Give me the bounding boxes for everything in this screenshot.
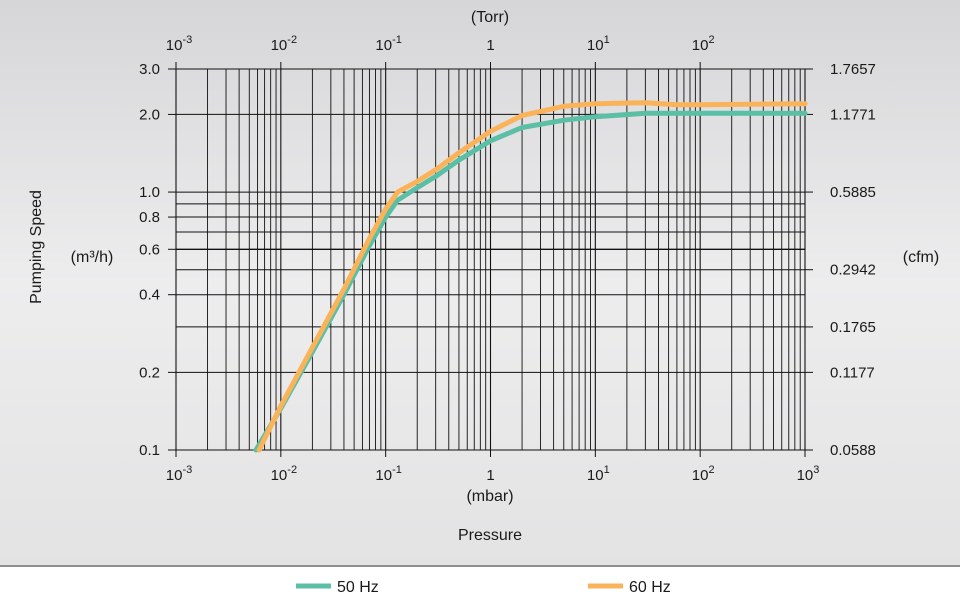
left-tick-label: 0.1	[139, 442, 160, 459]
left-tick-label: 0.4	[139, 287, 160, 304]
right-tick-label: 0.0588	[830, 442, 876, 459]
top-tick-label: 10-3	[166, 34, 192, 54]
right-tick-label: 0.1765	[830, 319, 876, 336]
left-tick-label: 2.0	[139, 106, 160, 123]
right-tick-label: 1.7657	[830, 61, 876, 78]
bottom-tick-label: 103	[797, 464, 820, 484]
legend-background	[0, 566, 960, 604]
left-tick-label: 1.0	[139, 184, 160, 201]
bottom-tick-label: 102	[692, 464, 715, 484]
top-tick-label: 102	[692, 34, 715, 54]
x-axis-title: Pressure	[458, 527, 522, 544]
legend-label: 60 Hz	[629, 579, 671, 596]
right-tick-label: 0.2942	[830, 262, 876, 279]
top-tick-label: 1	[486, 37, 494, 54]
left-tick-label: 0.6	[139, 241, 160, 258]
series-line-60-hz	[256, 100, 808, 453]
bottom-tick-label: 10-1	[375, 464, 401, 484]
right-tick-label: 0.1177	[830, 364, 875, 381]
bottom-tick-label: 10-3	[166, 464, 192, 484]
bottom-tick-label: 1	[486, 467, 494, 484]
top-tick-label: 10-2	[271, 34, 297, 54]
bottom-axis-unit: (mbar)	[466, 488, 513, 505]
left-tick-label: 0.8	[139, 209, 160, 226]
legend: 50 Hz 60 Hz	[296, 579, 671, 596]
tick-labels: 10-3 10-2 10-1 1 101 102 103 10-3 10-2 10-1 1 101 10…	[139, 34, 876, 484]
y-axis-title: Pumping Speed	[28, 190, 45, 304]
top-tick-label: 101	[587, 34, 610, 54]
legend-label: 50 Hz	[337, 579, 379, 596]
bottom-tick-label: 101	[587, 464, 610, 484]
right-tick-label: 1.1771	[830, 106, 876, 123]
bottom-tick-label: 10-2	[271, 464, 297, 484]
left-tick-label: 3.0	[139, 61, 160, 78]
left-axis-unit: (m³/h)	[71, 249, 114, 266]
top-tick-label: 10-1	[375, 34, 401, 54]
right-axis-unit: (cfm)	[903, 249, 939, 266]
left-tick-label: 0.2	[139, 364, 160, 381]
right-tick-label: 0.5885	[830, 184, 876, 201]
top-axis-unit: (Torr)	[471, 9, 509, 26]
grid	[168, 62, 813, 457]
series-lines	[253, 100, 808, 453]
